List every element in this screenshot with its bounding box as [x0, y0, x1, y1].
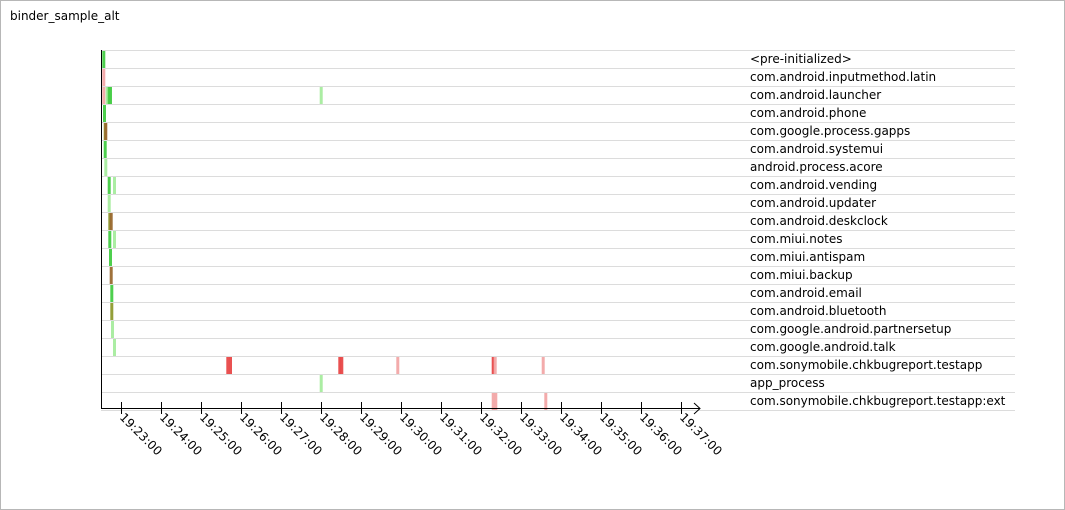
event-mark [102, 51, 106, 68]
x-tick-label: 19:26:00 [237, 410, 285, 458]
event-mark [103, 105, 106, 122]
chart-title: binder_sample_alt [10, 9, 120, 23]
event-mark [107, 177, 111, 194]
event-mark [113, 231, 116, 248]
x-tick-label: 19:30:00 [397, 410, 445, 458]
event-mark [110, 303, 114, 320]
event-mark [229, 357, 232, 374]
row-label: com.android.deskclock [750, 214, 888, 228]
x-tick-label: 19:27:00 [277, 410, 325, 458]
event-mark [494, 393, 498, 410]
row-label: com.google.android.partnersetup [750, 322, 951, 336]
x-tick-label: 19:24:00 [157, 410, 205, 458]
row-label: com.miui.backup [750, 268, 853, 282]
x-axis-arrow [693, 402, 701, 415]
event-mark [104, 159, 108, 176]
event-mark [491, 357, 495, 374]
event-mark [105, 87, 109, 104]
row-label: com.android.inputmethod.latin [750, 70, 936, 84]
event-mark [544, 393, 548, 410]
x-tick-label: 19:37:00 [677, 410, 725, 458]
event-mark [110, 285, 114, 302]
event-mark [109, 213, 113, 230]
row-label: com.sonymobile.chkbugreport.testapp [750, 358, 982, 372]
event-mark [109, 249, 112, 266]
event-mark [319, 375, 323, 392]
x-tick-label: 19:31:00 [437, 410, 485, 458]
x-tick-label: 19:36:00 [637, 410, 685, 458]
event-mark [102, 87, 106, 104]
x-tick-label: 19:35:00 [597, 410, 645, 458]
event-mark [113, 339, 116, 356]
event-mark [493, 357, 497, 374]
row-label: com.miui.notes [750, 232, 843, 246]
event-mark [340, 357, 344, 374]
x-tick-label: 19:34:00 [557, 410, 605, 458]
row-label: com.google.process.gapps [750, 124, 910, 138]
row-label: <pre-initialized> [750, 52, 852, 66]
x-tick-label: 19:28:00 [317, 410, 365, 458]
row-label: com.android.bluetooth [750, 304, 886, 318]
row-label: com.android.systemui [750, 142, 883, 156]
event-mark [113, 177, 116, 194]
event-mark [396, 357, 400, 374]
event-mark [103, 141, 107, 158]
event-mark [109, 87, 112, 104]
row-label: com.android.vending [750, 178, 877, 192]
x-tick-label: 19:23:00 [117, 410, 165, 458]
event-mark [541, 357, 545, 374]
event-mark [104, 123, 108, 140]
x-tick-label: 19:32:00 [477, 410, 525, 458]
event-mark [226, 357, 230, 374]
row-label: com.android.email [750, 286, 862, 300]
event-mark [338, 357, 342, 374]
row-label: com.miui.antispam [750, 250, 865, 264]
row-label: com.sonymobile.chkbugreport.testapp:ext [750, 394, 1006, 408]
event-mark [107, 195, 111, 212]
row-label: app_process [750, 376, 825, 390]
x-tick-label: 19:33:00 [517, 410, 565, 458]
event-mark [109, 267, 113, 284]
row-label: com.google.android.talk [750, 340, 896, 354]
x-tick-label: 19:29:00 [357, 410, 405, 458]
event-mark [319, 87, 323, 104]
row-label: com.android.launcher [750, 88, 881, 102]
event-mark [491, 393, 495, 410]
event-mark [108, 231, 112, 248]
row-label: android.process.acore [750, 160, 883, 174]
x-tick-label: 19:25:00 [197, 410, 245, 458]
event-mark [102, 69, 106, 86]
event-mark [111, 321, 114, 338]
row-label: com.android.updater [750, 196, 876, 210]
row-label: com.android.phone [750, 106, 866, 120]
